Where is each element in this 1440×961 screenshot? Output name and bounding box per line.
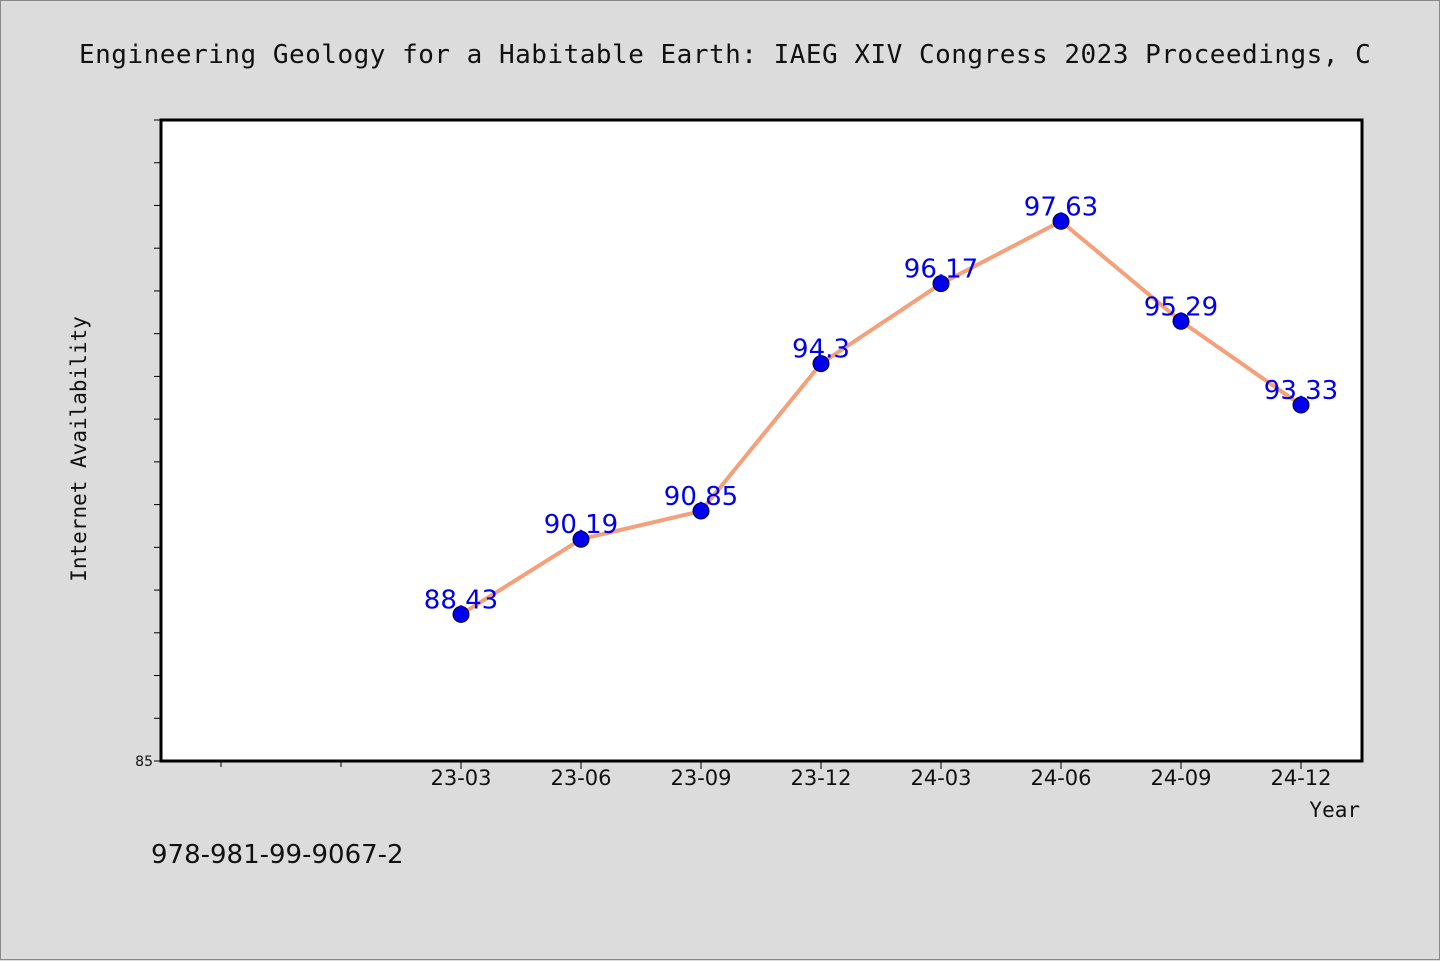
x-axis-label: Year bbox=[1309, 798, 1360, 822]
chart-title: Engineering Geology for a Habitable Eart… bbox=[79, 40, 1371, 70]
plot-area bbox=[159, 118, 1364, 763]
x-tick-label: 24-12 bbox=[1270, 766, 1331, 790]
x-tick-label: 23-06 bbox=[550, 766, 611, 790]
isbn-text: 978-981-99-9067-2 bbox=[151, 840, 404, 870]
y-axis-ticks: 85 bbox=[135, 119, 161, 770]
data-label: 90.85 bbox=[664, 482, 738, 512]
data-label: 94.3 bbox=[792, 335, 850, 365]
data-point bbox=[1292, 396, 1310, 414]
data-label: 97.63 bbox=[1024, 192, 1098, 222]
data-point bbox=[572, 530, 590, 548]
data-label: 93.33 bbox=[1264, 376, 1338, 406]
y-tick-label: 85 bbox=[135, 754, 153, 770]
series-polyline bbox=[459, 219, 1303, 617]
data-label: 90.19 bbox=[544, 510, 618, 540]
y-axis-label: Internet Availability bbox=[67, 316, 91, 582]
x-tick-label: 24-09 bbox=[1150, 766, 1211, 790]
data-label: 95.29 bbox=[1144, 292, 1218, 322]
x-tick-label: 23-03 bbox=[430, 766, 491, 790]
series-line bbox=[459, 219, 1303, 617]
x-axis-ticks: 23-03 23-06 23-09 23-12 24-03 24-06 24-09 24-12 bbox=[220, 761, 1332, 790]
data-label: 88.43 bbox=[424, 585, 498, 615]
x-tick-label: 23-12 bbox=[790, 766, 851, 790]
data-point bbox=[1172, 312, 1190, 330]
data-label: 96.17 bbox=[904, 255, 978, 285]
data-point bbox=[1052, 212, 1070, 230]
data-labels: 88.43 90.19 90.85 94.3 96.17 97.63 95.29 93.33 bbox=[424, 192, 1338, 615]
x-tick-label: 24-03 bbox=[910, 766, 971, 790]
data-markers bbox=[452, 212, 1310, 623]
data-point bbox=[932, 275, 950, 293]
x-tick-label: 23-09 bbox=[670, 766, 731, 790]
x-tick-label: 24-06 bbox=[1030, 766, 1091, 790]
data-point bbox=[812, 355, 830, 373]
data-point bbox=[452, 605, 470, 623]
data-point bbox=[692, 502, 710, 520]
